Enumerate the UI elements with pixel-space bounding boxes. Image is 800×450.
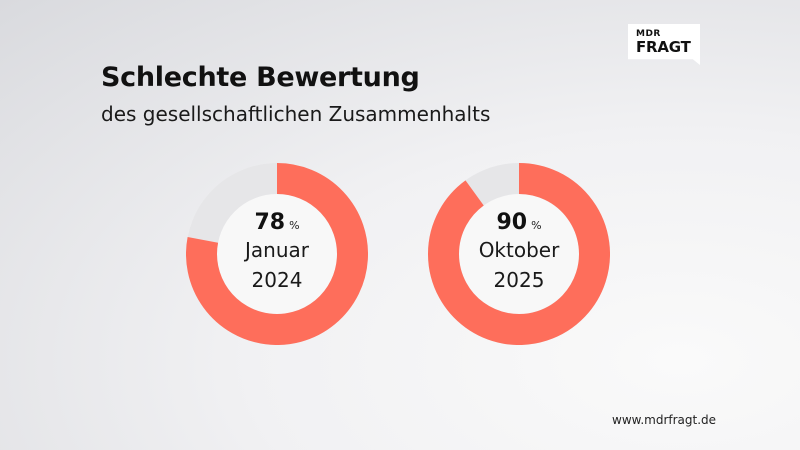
- percent-value: 78: [254, 209, 286, 235]
- logo-main-text: FRAGT: [636, 38, 691, 56]
- donut-svg-january-2024: [186, 163, 368, 345]
- donut-center-january-2024: 78 % Januar 2024: [186, 163, 368, 345]
- percent-line: 90 %: [496, 210, 541, 235]
- percent-line: 78 %: [254, 210, 299, 235]
- period-year: 2024: [251, 267, 303, 292]
- period-month: Oktober: [478, 237, 560, 262]
- logo-top-text: MDR: [636, 29, 661, 39]
- donut-chart-october-2025: 90 % Oktober 2025: [428, 163, 610, 345]
- donut-value-segment: [428, 163, 610, 345]
- chart-title: Schlechte Bewertung: [101, 62, 420, 93]
- period-month: Januar: [245, 237, 309, 262]
- percent-unit: %: [531, 218, 542, 232]
- period-year: 2025: [493, 267, 545, 292]
- percent-unit: %: [289, 218, 300, 232]
- donut-center-october-2025: 90 % Oktober 2025: [428, 163, 610, 345]
- donut-svg-october-2025: [428, 163, 610, 345]
- donut-chart-january-2024: 78 % Januar 2024: [186, 163, 368, 345]
- source-url: www.mdrfragt.de: [612, 413, 717, 427]
- percent-value: 90: [496, 209, 528, 235]
- chart-subtitle: des gesellschaftlichen Zusammenhalts: [101, 102, 491, 126]
- donut-value-segment: [186, 163, 368, 345]
- mdr-fragt-logo: MDR FRAGT: [628, 24, 700, 65]
